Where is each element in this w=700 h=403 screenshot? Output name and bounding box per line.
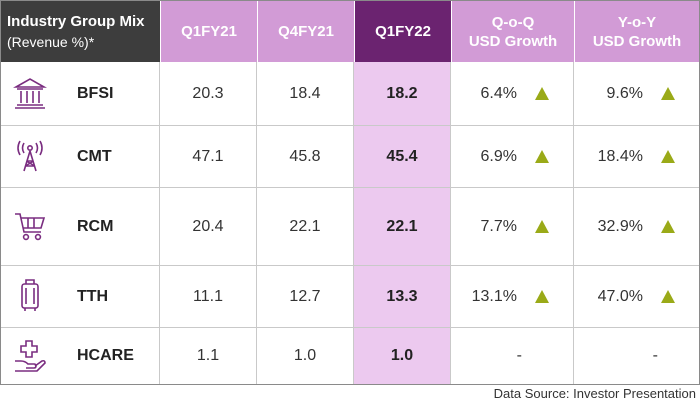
table-row: HCARE 1.1 1.0 1.0 - -: [1, 328, 699, 384]
qoq-cell: 7.7%: [451, 188, 574, 265]
bank-icon: [13, 78, 47, 109]
value-q1fy21: 11.1: [160, 266, 257, 327]
up-arrow-icon: [661, 290, 675, 303]
up-arrow-icon: [535, 290, 549, 303]
header-col-q4fy21: Q4FY21: [257, 1, 354, 62]
segment-name: TTH: [77, 287, 109, 305]
value-q1fy21: 1.1: [160, 328, 257, 384]
value-q4fy21: 12.7: [257, 266, 354, 327]
segment-name: CMT: [77, 147, 112, 165]
value-q1fy22: 22.1: [354, 188, 451, 265]
table-row: TTH 11.1 12.7 13.3 13.1% 47.0%: [1, 266, 699, 327]
yoy-cell: 9.6%: [574, 62, 699, 125]
healthcare-hand-cross-icon: [15, 340, 46, 372]
qoq-cell: 6.9%: [451, 126, 574, 187]
luggage-icon: [21, 279, 39, 311]
shopping-cart-icon: [15, 213, 46, 241]
value-q4fy21: 45.8: [257, 126, 354, 187]
yoy-cell: 32.9%: [574, 188, 699, 265]
segment-name: HCARE: [77, 347, 134, 364]
qoq-value: 6.4%: [480, 84, 517, 102]
value-q1fy22: 13.3: [354, 266, 451, 327]
up-arrow-icon: [535, 150, 549, 163]
yoy-value: 32.9%: [597, 217, 643, 235]
data-source-note: Data Source: Investor Presentation: [493, 386, 696, 401]
header-col-q1fy22: Q1FY22: [354, 1, 451, 62]
value-q1fy22: 45.4: [354, 126, 451, 187]
up-arrow-icon: [661, 150, 675, 163]
yoy-value: 18.4%: [597, 147, 643, 165]
header-title: Industry Group Mix: [7, 13, 145, 30]
segment-name: BFSI: [77, 84, 114, 102]
value-q4fy21: 18.4: [257, 62, 354, 125]
qoq-cell: -: [451, 328, 574, 384]
qoq-value: 6.9%: [480, 147, 517, 165]
header-col-qoq: Q-o-Q USD Growth: [451, 1, 574, 62]
qoq-value: 7.7%: [480, 217, 517, 235]
header-col-yoy: Y-o-Y USD Growth: [574, 1, 699, 62]
value-q4fy21: 22.1: [257, 188, 354, 265]
yoy-value: 9.6%: [606, 84, 643, 102]
value-q4fy21: 1.0: [257, 328, 354, 384]
yoy-cell: 18.4%: [574, 126, 699, 187]
segment-cell: RCM: [1, 188, 160, 265]
yoy-cell: -: [574, 328, 699, 384]
qoq-cell: 13.1%: [451, 266, 574, 327]
up-arrow-icon: [535, 87, 549, 100]
row-divider: [1, 265, 699, 266]
header-title-cell: Industry Group Mix (Revenue %)*: [1, 1, 160, 62]
value-q1fy21: 20.3: [160, 62, 257, 125]
segment-cell: CMT: [1, 126, 160, 187]
qoq-value: 13.1%: [471, 287, 517, 305]
segment-cell: BFSI: [1, 62, 160, 125]
antenna-tower-icon: [17, 140, 43, 172]
industry-mix-table: Industry Group Mix (Revenue %)* Q1FY21 Q…: [0, 0, 700, 385]
table-row: RCM 20.4 22.1 22.1 7.7% 32.9%: [1, 188, 699, 265]
qoq-cell: 6.4%: [451, 62, 574, 125]
value-q1fy22: 18.2: [354, 62, 451, 125]
segment-cell: TTH: [1, 266, 160, 327]
header-subtitle: (Revenue %)*: [7, 34, 95, 50]
up-arrow-icon: [535, 220, 549, 233]
segment-name: RCM: [77, 217, 114, 235]
row-divider: [1, 125, 699, 126]
value-q1fy21: 20.4: [160, 188, 257, 265]
yoy-value: 47.0%: [597, 287, 643, 305]
value-q1fy22: 1.0: [354, 328, 451, 384]
header-col-q1fy21: Q1FY21: [160, 1, 257, 62]
table-row: BFSI 20.3 18.4 18.2 6.4% 9.6%: [1, 62, 699, 125]
qoq-value: -: [516, 347, 522, 364]
segment-cell: HCARE: [1, 328, 160, 384]
row-divider: [1, 327, 699, 328]
yoy-value: -: [652, 347, 658, 364]
row-divider: [1, 187, 699, 188]
up-arrow-icon: [661, 220, 675, 233]
up-arrow-icon: [661, 87, 675, 100]
yoy-cell: 47.0%: [574, 266, 699, 327]
value-q1fy21: 47.1: [160, 126, 257, 187]
table-row: CMT 47.1 45.8 45.4 6.9% 18.4%: [1, 126, 699, 187]
